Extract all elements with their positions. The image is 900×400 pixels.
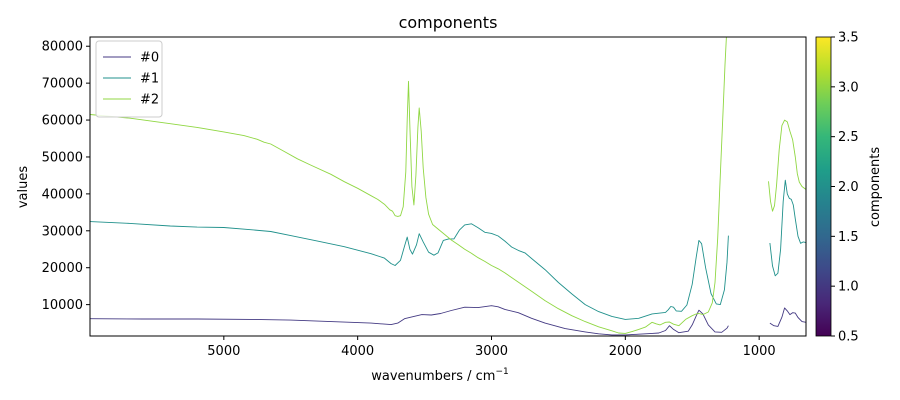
- series-lines: [90, 37, 806, 336]
- x-axis-label: wavenumbers / cm−1: [371, 367, 509, 384]
- y-tick-label: 20000: [42, 261, 83, 276]
- colorbar-tick-label: 2.5: [838, 130, 859, 145]
- legend-label: #1: [140, 72, 159, 87]
- x-axis-label-exponent: −1: [495, 367, 508, 377]
- colorbar: [815, 36, 832, 337]
- series-line-0-segment-0: [90, 305, 729, 336]
- series-line-1-segment-0: [90, 221, 729, 320]
- x-tick-label: 2000: [609, 344, 642, 359]
- colorbar-ticks: 0.5 1.0 1.5 2.0 2.5 3.0 3.5: [831, 31, 859, 345]
- y-axis-ticks: 10000 20000 30000 40000 50000 60000 70000 80000: [42, 40, 90, 313]
- y-tick-label: 50000: [42, 150, 83, 165]
- x-axis-label-text: wavenumbers / cm: [371, 369, 495, 384]
- series-line-1-segment-1: [769, 179, 806, 277]
- colorbar-tick-label: 3.0: [838, 80, 859, 95]
- y-axis-label: values: [16, 166, 31, 209]
- colorbar-label: components: [868, 147, 883, 228]
- x-tick-label: 4000: [341, 344, 374, 359]
- x-tick-label: 1000: [743, 344, 776, 359]
- series-line-2-segment-1: [768, 119, 806, 212]
- y-tick-label: 10000: [42, 298, 83, 313]
- x-axis-ticks: 5000 4000 3000 2000 1000: [207, 336, 776, 359]
- x-tick-label: 5000: [207, 344, 240, 359]
- colorbar-tick-label: 1.5: [838, 230, 859, 245]
- colorbar-tick-label: 3.5: [838, 31, 859, 46]
- y-tick-label: 30000: [42, 224, 83, 239]
- plot-area: [89, 36, 807, 337]
- colorbar-tick-label: 1.0: [838, 280, 859, 295]
- series-line-0-segment-1: [769, 307, 806, 327]
- y-tick-label: 40000: [42, 187, 83, 202]
- chart-title: components: [399, 13, 498, 32]
- y-tick-label: 60000: [42, 114, 83, 129]
- colorbar-tick-label: 2.0: [838, 180, 859, 195]
- y-tick-label: 80000: [42, 40, 83, 55]
- legend-box: [95, 40, 163, 118]
- y-tick-label: 70000: [42, 77, 83, 92]
- legend-label: #2: [140, 93, 159, 108]
- colorbar-tick-label: 0.5: [838, 330, 859, 345]
- series-line-2-segment-0: [90, 37, 727, 334]
- legend: #0 #1 #2: [95, 40, 163, 118]
- x-tick-label: 3000: [475, 344, 508, 359]
- legend-label: #0: [140, 51, 159, 66]
